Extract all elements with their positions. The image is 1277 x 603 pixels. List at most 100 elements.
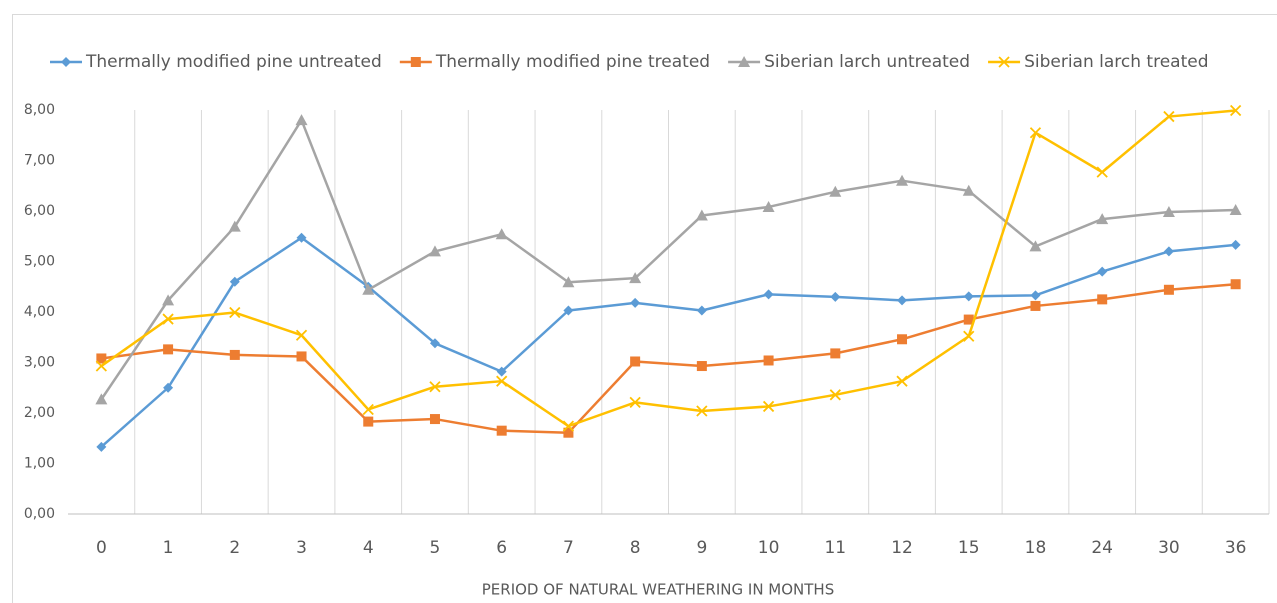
data-point: [762, 400, 775, 413]
data-point: [362, 283, 375, 295]
data-point: [1030, 300, 1041, 311]
x-tick-label: 30: [1158, 538, 1180, 558]
data-point: [562, 420, 575, 432]
x-tick-label: 18: [1025, 538, 1047, 558]
data-point: [296, 232, 307, 243]
x-tick-label: 6: [496, 538, 507, 558]
x-tick-label: 9: [696, 538, 707, 558]
y-tick-label: 6,00: [24, 203, 55, 219]
data-point: [962, 184, 975, 196]
legend-label: Thermally modified pine untreated: [85, 52, 382, 72]
y-tick-label: 8,00: [24, 102, 55, 118]
x-tick-label: 36: [1225, 538, 1247, 558]
x-tick-label: 24: [1091, 538, 1113, 558]
data-point: [429, 338, 440, 349]
data-point: [630, 297, 641, 308]
y-tick-label: 3,00: [24, 355, 55, 371]
data-point: [495, 228, 508, 240]
data-point: [629, 272, 642, 284]
x-tick-label: 5: [430, 538, 441, 558]
data-point: [896, 375, 908, 387]
data-point: [896, 174, 909, 186]
x-tick-label: 4: [363, 538, 374, 558]
x-tick-label: 11: [824, 538, 846, 558]
data-point: [229, 306, 241, 319]
legend-label: Thermally modified pine treated: [435, 52, 710, 72]
data-point: [362, 403, 374, 416]
chart-border: [12, 14, 1277, 603]
data-point: [496, 425, 507, 436]
legend-marker: [998, 56, 1010, 68]
data-point: [1096, 166, 1108, 178]
data-point: [763, 355, 774, 366]
data-point: [428, 245, 441, 257]
data-point: [563, 305, 574, 316]
data-point: [295, 114, 308, 126]
x-tick-label: 3: [296, 538, 307, 558]
x-tick-label: 1: [163, 538, 174, 558]
y-tick-label: 0,00: [24, 506, 55, 522]
data-point: [1097, 294, 1108, 305]
data-point: [1230, 239, 1241, 250]
data-point: [963, 330, 975, 342]
series-line: [101, 282, 1236, 434]
y-tick-label: 4,00: [24, 304, 55, 320]
data-point: [363, 416, 374, 427]
legend-label: Siberian larch treated: [1024, 52, 1208, 72]
data-point: [1030, 290, 1041, 301]
x-tick-label: 12: [891, 538, 913, 558]
series-line: [100, 236, 1236, 448]
data-point: [696, 361, 707, 372]
x-tick-label: 0: [96, 538, 107, 558]
data-point: [429, 414, 440, 425]
data-point: [963, 314, 974, 325]
data-point: [1163, 110, 1175, 123]
data-point: [296, 351, 307, 362]
data-point: [696, 305, 707, 316]
data-point: [163, 344, 174, 355]
data-point: [429, 381, 441, 393]
data-point: [695, 209, 708, 221]
data-point: [629, 396, 641, 409]
data-point: [829, 389, 841, 401]
data-point: [96, 353, 107, 364]
data-point: [496, 366, 507, 377]
x-tick-label: 7: [563, 538, 574, 558]
data-point: [562, 276, 575, 288]
x-tick-label: 2: [229, 538, 240, 558]
data-point: [496, 375, 508, 387]
data-point: [162, 294, 175, 306]
data-point: [229, 276, 240, 287]
data-point: [1163, 284, 1174, 295]
legend-marker: [738, 56, 751, 67]
data-point: [1163, 246, 1174, 257]
x-tick-label: 8: [630, 538, 641, 558]
data-point: [1230, 104, 1242, 117]
data-point: [1096, 213, 1109, 225]
data-point: [1229, 203, 1242, 215]
data-point: [830, 348, 841, 359]
data-point: [829, 185, 842, 197]
legend-marker: [410, 57, 421, 67]
x-tick-label: 10: [758, 538, 780, 558]
data-point: [295, 329, 308, 341]
y-tick-label: 1,00: [24, 456, 55, 472]
data-point: [1029, 240, 1042, 252]
data-point: [1097, 266, 1108, 277]
data-point: [897, 295, 908, 306]
data-point: [696, 405, 708, 417]
legend-label: Siberian larch untreated: [764, 52, 970, 72]
data-point: [963, 291, 974, 302]
x-tick-label: 15: [958, 538, 980, 558]
series-line: [100, 109, 1236, 428]
data-point: [163, 382, 174, 393]
data-point: [95, 393, 108, 405]
data-point: [897, 334, 908, 345]
y-tick-label: 7,00: [24, 153, 55, 169]
legend-marker: [61, 57, 71, 67]
data-point: [762, 200, 775, 212]
data-point: [830, 291, 841, 302]
data-point: [763, 289, 774, 300]
x-axis-label: PERIOD OF NATURAL WEATHERING IN MONTHS: [482, 581, 835, 599]
